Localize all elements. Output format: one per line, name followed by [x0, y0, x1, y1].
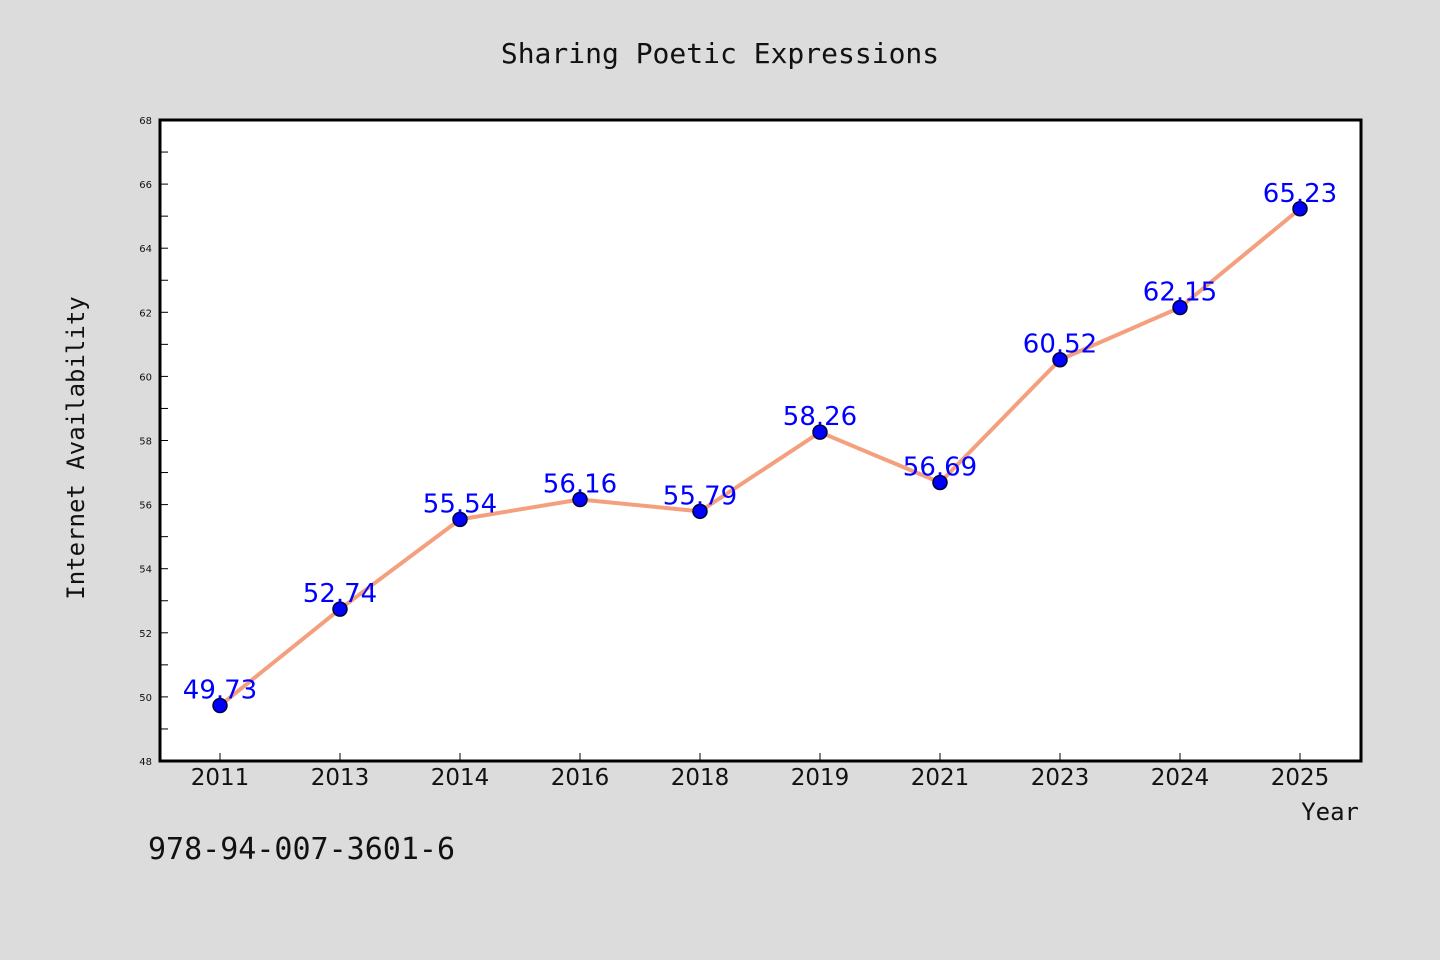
x-tick-label: 2025 — [1271, 765, 1330, 791]
y-tick-label: 50 — [139, 693, 152, 704]
x-tick-label: 2016 — [551, 765, 610, 791]
data-point — [212, 697, 228, 714]
y-tick-label: 62 — [139, 308, 152, 319]
data-label: 65.23 — [1263, 179, 1337, 209]
data-label: 56.16 — [543, 469, 617, 499]
data-label: 49.73 — [183, 676, 257, 706]
data-point — [1292, 201, 1308, 217]
x-tick-label: 2014 — [431, 765, 490, 791]
x-axis-label: Year — [1301, 798, 1359, 826]
y-tick-label: 60 — [139, 372, 152, 383]
x-tick-label: 2013 — [311, 765, 370, 791]
data-point — [572, 491, 588, 508]
y-tick-label: 58 — [139, 437, 152, 448]
data-point — [1052, 351, 1068, 368]
x-tick-label: 2023 — [1031, 765, 1090, 791]
data-label: 60.52 — [1023, 330, 1097, 360]
y-tick-label: 52 — [139, 629, 152, 640]
y-axis-label: Internet Availability — [62, 296, 90, 599]
data-label: 52.74 — [303, 579, 377, 609]
x-tick-label: 2018 — [671, 765, 730, 791]
series-markers — [212, 201, 1308, 714]
x-tick-label: 2011 — [191, 765, 250, 791]
data-point — [1172, 299, 1188, 316]
x-tick-label: 2024 — [1151, 765, 1210, 791]
plot-area — [160, 120, 1361, 761]
x-tick-label: 2019 — [791, 765, 850, 791]
y-tick-label: 68 — [139, 116, 152, 127]
data-point — [452, 511, 468, 528]
series-line — [218, 207, 1302, 708]
data-label: 56.69 — [903, 452, 977, 482]
data-point — [332, 601, 348, 617]
y-tick-label: 66 — [139, 180, 152, 191]
data-labels: 49.73 52.74 55.54 56.16 55.79 58.26 56.69 60.52… — [183, 179, 1337, 706]
data-label: 58.26 — [783, 402, 857, 432]
chart-title: Sharing Poetic Expressions — [501, 37, 939, 70]
x-tick-label: 2021 — [911, 765, 970, 791]
y-axis: 48 50 52 54 56 58 60 62 64 66 68 — [139, 116, 168, 768]
data-label: 62.15 — [1143, 277, 1217, 307]
data-label: 55.79 — [663, 481, 737, 511]
y-tick-label: 56 — [139, 501, 152, 512]
y-tick-label: 48 — [139, 757, 152, 768]
data-point — [692, 503, 708, 520]
data-point — [812, 424, 828, 440]
plot-frame — [158, 118, 1363, 763]
data-point — [932, 474, 948, 491]
data-label: 55.54 — [423, 489, 497, 519]
x-axis: 2011 2013 2014 2016 2018 2019 2021 2023 2024 2025 — [191, 753, 1330, 791]
isbn-text: 978-94-007-3601-6 — [148, 832, 456, 867]
y-tick-label: 64 — [139, 244, 152, 255]
y-tick-label: 54 — [139, 565, 152, 576]
